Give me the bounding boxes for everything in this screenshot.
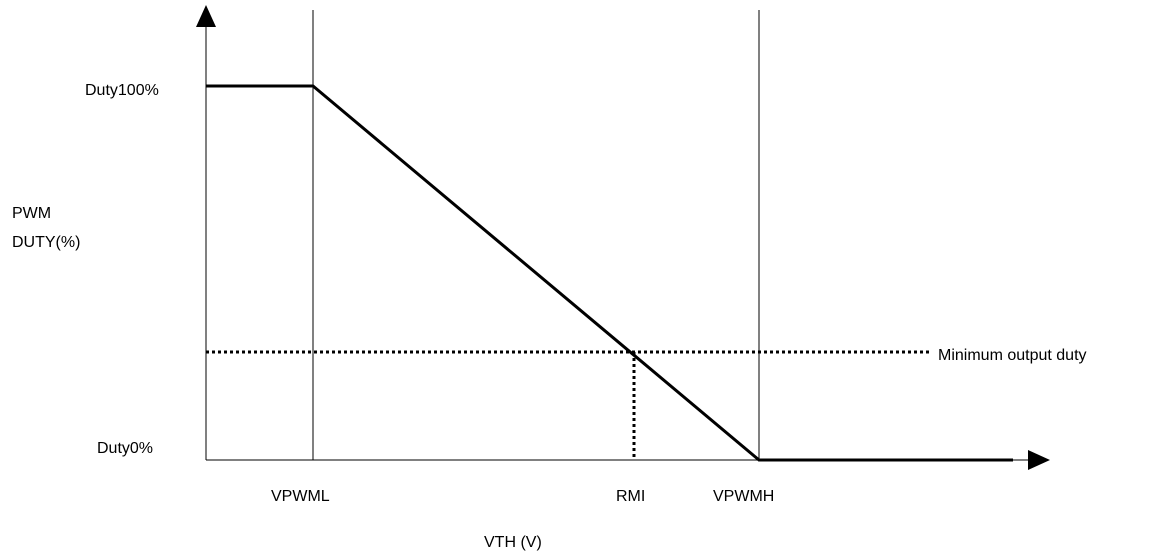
y-axis-label-line1: PWM bbox=[12, 205, 51, 222]
x-axis-arrow bbox=[1028, 450, 1050, 470]
y-tick-duty-0: Duty0% bbox=[97, 440, 153, 457]
minimum-duty-label: Minimum output duty bbox=[938, 347, 1087, 364]
x-axis-label: VTH (V) bbox=[484, 534, 542, 551]
x-marker-vpwml: VPWML bbox=[271, 488, 330, 505]
y-tick-duty-100: Duty100% bbox=[85, 82, 159, 99]
y-axis-arrow bbox=[196, 5, 216, 27]
x-marker-rmi: RMI bbox=[616, 488, 645, 505]
duty-curve bbox=[206, 84, 1013, 462]
x-marker-vpwmh: VPWMH bbox=[713, 488, 774, 505]
y-axis-label-line2: DUTY(%) bbox=[12, 234, 80, 251]
